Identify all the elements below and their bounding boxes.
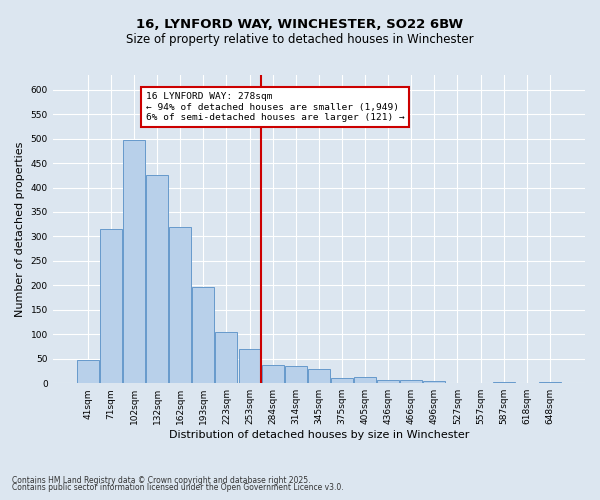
Text: 16 LYNFORD WAY: 278sqm
← 94% of detached houses are smaller (1,949)
6% of semi-d: 16 LYNFORD WAY: 278sqm ← 94% of detached… (146, 92, 404, 122)
Bar (424, 382, 445, 383)
Bar (262, 364, 284, 383)
Text: Size of property relative to detached houses in Winchester: Size of property relative to detached ho… (126, 32, 474, 46)
Bar (285, 366, 307, 383)
Bar (400, 380, 422, 383)
Bar (308, 368, 330, 383)
Bar (539, 382, 561, 383)
Bar (146, 176, 168, 383)
Text: Contains HM Land Registry data © Crown copyright and database right 2025.: Contains HM Land Registry data © Crown c… (12, 476, 311, 485)
Bar (354, 378, 376, 383)
Bar (193, 288, 214, 383)
Bar (239, 349, 260, 383)
Bar (123, 140, 145, 383)
Text: Contains public sector information licensed under the Open Government Licence v3: Contains public sector information licen… (12, 484, 344, 492)
Bar (77, 360, 99, 383)
Bar (100, 229, 122, 383)
Bar (331, 378, 353, 383)
Bar (169, 226, 191, 383)
Bar (215, 332, 238, 383)
Text: 16, LYNFORD WAY, WINCHESTER, SO22 6BW: 16, LYNFORD WAY, WINCHESTER, SO22 6BW (136, 18, 464, 30)
Bar (493, 382, 515, 383)
X-axis label: Distribution of detached houses by size in Winchester: Distribution of detached houses by size … (169, 430, 469, 440)
Y-axis label: Number of detached properties: Number of detached properties (15, 142, 25, 317)
Bar (377, 380, 399, 383)
